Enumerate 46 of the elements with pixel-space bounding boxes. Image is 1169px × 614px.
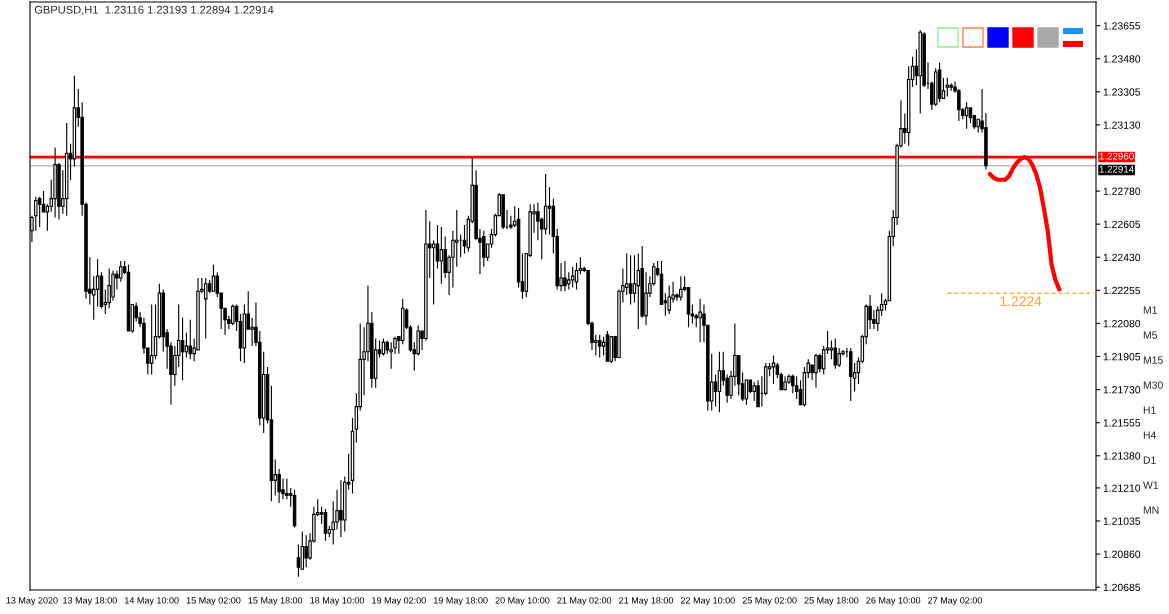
x-tick-label: 13 May 2020: [6, 597, 58, 606]
x-tick-label: 13 May 18:00: [63, 597, 117, 606]
text: D1: [1143, 456, 1156, 464]
y-tick-label: 1.22605: [1103, 220, 1141, 229]
text: W1: [1143, 481, 1159, 489]
text: M5: [1143, 331, 1158, 339]
x-tick-label: 14 May 10:00: [125, 597, 179, 606]
y-tick-label: 1.20860: [1103, 550, 1141, 558]
series-label: 1.2224: [1000, 296, 1042, 307]
x-tick-label: 15 May 18:00: [248, 597, 303, 606]
x-tick-label: 27 May 02:00: [928, 597, 983, 606]
x-tick-label: 25 May 02:00: [742, 597, 797, 606]
y-tick-label: 1.23655: [1103, 22, 1141, 30]
x-tick-label: 21 May 18:00: [619, 597, 674, 606]
x-tick-label: 22 May 10:00: [680, 597, 735, 606]
y-tick-label: 1.22080: [1103, 319, 1141, 328]
text: M1: [1143, 306, 1157, 314]
y-tick-label: 1.23305: [1103, 88, 1141, 96]
y-tick-label: 1.22430: [1103, 253, 1141, 262]
y-tick-label: 1.21730: [1103, 386, 1141, 394]
x-tick-label: 21 May 02:00: [557, 597, 612, 606]
text: M30: [1143, 381, 1163, 389]
x-tick-label: 19 May 18:00: [433, 597, 488, 606]
y-tick-label: 1.22780: [1103, 187, 1141, 195]
y-tick-label: 1.23480: [1103, 55, 1141, 63]
ref-line-label: 1.22914: [1099, 165, 1134, 173]
y-tick-label: 1.20685: [1103, 583, 1141, 592]
text: H4: [1143, 431, 1157, 439]
x-tick-label: 19 May 02:00: [372, 597, 426, 606]
y-tick-label: 1.23130: [1103, 121, 1141, 129]
y-tick-label: 1.21555: [1103, 419, 1141, 427]
x-tick-label: 15 May 02:00: [186, 597, 241, 606]
text: MN: [1143, 506, 1159, 514]
ref-line-label: 1.22960: [1099, 152, 1134, 160]
x-tick-label: 26 May 10:00: [866, 597, 921, 606]
y-tick-label: 1.21380: [1103, 452, 1141, 460]
x-tick-label: 20 May 10:00: [495, 597, 550, 606]
y-tick-label: 1.22255: [1103, 286, 1141, 295]
x-tick-label: 25 May 18:00: [804, 597, 859, 606]
chart-title: GBPUSD,H1 1.23116 1.23193 1.22894 1.22914: [34, 5, 274, 15]
text: H1: [1143, 406, 1156, 414]
x-tick-label: 18 May 10:00: [310, 597, 365, 606]
text: M15: [1143, 356, 1163, 364]
y-tick-label: 1.21035: [1103, 517, 1141, 525]
y-tick-label: 1.21210: [1103, 484, 1141, 492]
y-tick-label: 1.21905: [1103, 353, 1141, 361]
